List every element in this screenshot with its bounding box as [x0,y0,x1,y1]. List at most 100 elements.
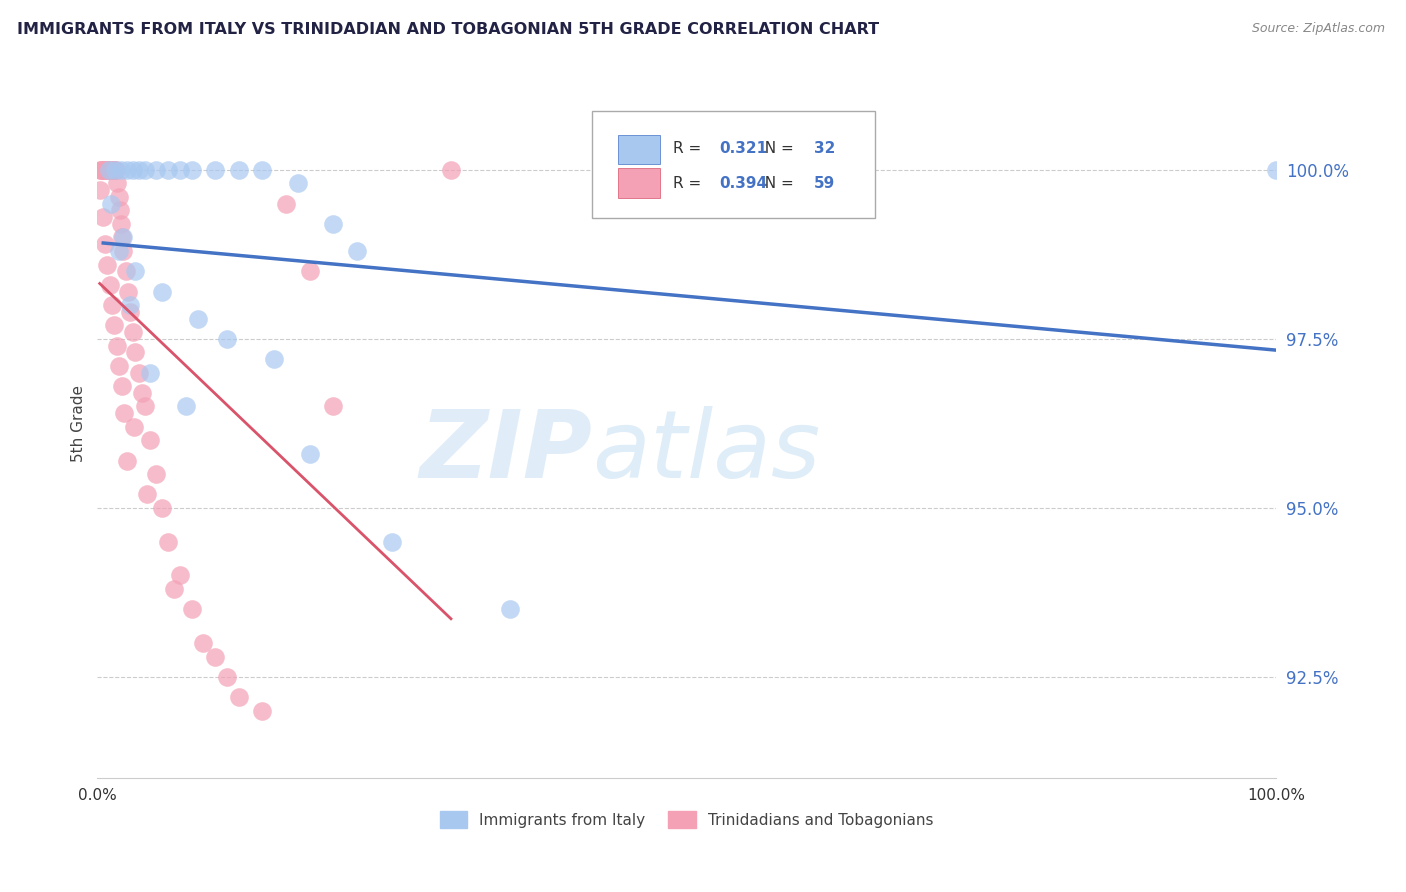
Point [89,183,111,197]
Text: 59: 59 [814,176,835,191]
Point [163,582,186,596]
Point [110,162,132,177]
Point [104,162,127,177]
Point [107,244,129,258]
Point [114,264,136,278]
Point [124,345,146,359]
FancyBboxPatch shape [619,135,659,164]
Point [124,264,146,278]
Point [105,338,128,352]
Point [131,386,153,401]
Point [98,277,121,292]
Point [121,325,143,339]
Text: N =: N = [755,176,799,191]
Point [150,500,173,515]
Point [94,162,117,177]
Point [103,318,125,333]
Point [1265,162,1288,177]
Point [139,434,162,448]
Point [110,379,132,393]
Point [105,177,128,191]
Point [94,237,117,252]
Point [97,162,120,177]
Point [108,203,131,218]
Point [193,636,215,650]
Point [91,162,114,177]
Point [101,162,124,177]
Legend: Immigrants from Italy, Trinidadians and Tobagonians: Immigrants from Italy, Trinidadians and … [433,805,939,834]
Text: IMMIGRANTS FROM ITALY VS TRINIDADIAN AND TOBAGONIAN 5TH GRADE CORRELATION CHART: IMMIGRANTS FROM ITALY VS TRINIDADIAN AND… [17,22,879,37]
Text: R =: R = [672,176,706,191]
Point [274,196,297,211]
Point [100,196,122,211]
Point [174,400,197,414]
Point [90,162,112,177]
Point [117,285,139,299]
Text: 0.394: 0.394 [720,176,768,191]
Point [108,359,131,373]
Point [169,162,191,177]
Text: 0.321: 0.321 [720,141,768,155]
Point [112,406,135,420]
Text: Source: ZipAtlas.com: Source: ZipAtlas.com [1251,22,1385,36]
Point [96,162,118,177]
Point [157,534,180,549]
Point [91,211,114,225]
Point [346,244,368,258]
Point [204,649,226,664]
Point [252,162,274,177]
Point [215,332,238,346]
Point [98,162,121,177]
Text: ZIP: ZIP [419,406,592,498]
Point [440,162,463,177]
Point [145,162,167,177]
Point [111,230,134,244]
Point [115,162,138,177]
FancyBboxPatch shape [619,168,659,198]
Point [381,534,404,549]
Point [150,285,173,299]
Point [98,162,121,177]
Point [157,162,180,177]
Point [112,244,135,258]
Point [180,602,202,616]
Point [121,162,143,177]
Text: atlas: atlas [592,406,821,497]
Point [104,162,127,177]
FancyBboxPatch shape [592,112,876,218]
Point [93,162,115,177]
Point [499,602,522,616]
Point [180,162,202,177]
Point [298,264,321,278]
Point [91,162,114,177]
Point [100,162,122,177]
Point [120,298,142,312]
Point [103,162,125,177]
Point [107,190,129,204]
Point [105,162,128,177]
Point [298,447,321,461]
Point [117,453,139,467]
Text: N =: N = [755,141,799,155]
Point [187,311,209,326]
Point [112,230,135,244]
Point [215,670,238,684]
Point [169,568,191,582]
Point [96,258,118,272]
Point [263,352,285,367]
Point [252,704,274,718]
Point [98,162,121,177]
Point [287,177,309,191]
Point [135,487,157,501]
Point [120,305,142,319]
Point [228,162,250,177]
Y-axis label: 5th Grade: 5th Grade [72,384,86,462]
Point [322,217,344,231]
Point [122,419,145,434]
Point [204,162,226,177]
Point [322,400,344,414]
Point [134,162,156,177]
Point [101,298,124,312]
Point [145,467,167,481]
Text: 32: 32 [814,141,835,155]
